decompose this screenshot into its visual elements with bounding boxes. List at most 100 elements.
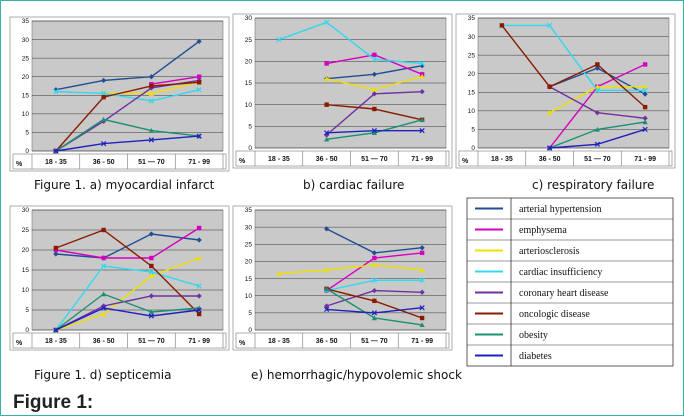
- caption-c: c) respiratory failure: [532, 178, 654, 192]
- y-unit-label: %: [462, 158, 469, 165]
- y-tick-label: 0: [248, 145, 252, 152]
- data-point: [371, 130, 377, 136]
- legend-label: arterial hypertension: [519, 204, 601, 215]
- data-point: [196, 255, 202, 261]
- data-point: [324, 76, 330, 81]
- series-diabetes: [547, 126, 648, 151]
- data-point: [196, 237, 202, 243]
- caption-b: b) cardiac failure: [303, 178, 404, 192]
- series-obesity: [324, 117, 425, 142]
- data-point: [196, 293, 202, 299]
- x-category-label: 18 - 35: [491, 156, 513, 163]
- legend-item-arterial-hypertension: arterial hypertension: [475, 204, 601, 215]
- x-category-label: 18 - 35: [45, 338, 67, 345]
- series-arteriosclerosis: [547, 84, 648, 115]
- data-point: [101, 255, 106, 261]
- data-point: [642, 87, 648, 94]
- data-point: [324, 226, 330, 232]
- y-unit-label: %: [239, 158, 246, 165]
- legend-label: oncologic disease: [519, 309, 590, 320]
- category-table: [12, 153, 227, 170]
- y-tick-label: 25: [468, 52, 476, 59]
- data-point: [324, 136, 330, 142]
- data-point: [419, 73, 425, 79]
- legend-item-arteriosclerosis: arteriosclerosis: [467, 239, 673, 257]
- data-point: [149, 83, 154, 89]
- data-point: [642, 119, 648, 125]
- data-point: [149, 263, 154, 269]
- data-point: [324, 267, 330, 273]
- legend-label: diabetes: [519, 351, 552, 362]
- legend-label: cardiac insufficiency: [519, 267, 602, 278]
- data-point: [196, 87, 202, 93]
- data-point: [324, 286, 330, 292]
- data-point: [419, 305, 425, 311]
- data-point: [547, 22, 553, 29]
- y-tick-label: 30: [245, 15, 253, 22]
- data-point: [196, 80, 202, 85]
- series-diabetes: [324, 305, 425, 316]
- series-line: [55, 233, 200, 259]
- chart-respiratory-failure: 0 5 10 15 20 25 30 35 18 - 35 36 - 50 51 — 70 71 - …: [455, 13, 676, 169]
- x-category-label: 36 - 50: [316, 338, 338, 345]
- y-tick-label: 10: [245, 293, 253, 300]
- data-point: [419, 117, 425, 123]
- data-point: [324, 61, 329, 66]
- chart-cardiac-failure: 0 5 10 15 20 25 30 18 - 35 36 - 50 51 — 70 71 - 99…: [232, 13, 453, 169]
- y-tick-label: 10: [245, 102, 253, 109]
- y-tick-label: 15: [22, 92, 30, 99]
- legend-label: emphysema: [519, 225, 567, 236]
- data-point: [148, 309, 154, 315]
- data-point: [53, 88, 59, 95]
- data-point: [642, 84, 648, 89]
- y-tick-label: 25: [245, 241, 253, 248]
- data-point: [419, 89, 425, 95]
- y-tick-label: 5: [248, 124, 252, 131]
- chart-hemorrhagic-shock: 0 5 10 15 20 25 30 35 18 - 35 36 - 50 51 — 70 71 - …: [232, 205, 453, 351]
- data-point: [196, 283, 202, 289]
- data-point: [324, 19, 330, 25]
- x-category-label: 51 — 70: [138, 338, 165, 345]
- series-oncologic-disease: [53, 227, 202, 317]
- series-coronary-heart-disease: [324, 89, 425, 138]
- series-line: [55, 81, 200, 152]
- series-line: [55, 295, 200, 331]
- series-line: [151, 76, 200, 85]
- data-point: [419, 267, 425, 273]
- series-line: [55, 257, 200, 331]
- series-line: [501, 24, 646, 92]
- data-point: [419, 277, 425, 283]
- y-tick-label: 30: [245, 224, 253, 231]
- data-point: [594, 110, 600, 116]
- y-tick-label: 0: [471, 145, 475, 152]
- legend-item-oncologic-disease: oncologic disease: [467, 302, 673, 320]
- data-point: [372, 106, 377, 112]
- data-point: [372, 255, 377, 261]
- data-point: [371, 287, 377, 294]
- data-point: [148, 231, 154, 237]
- data-point: [371, 56, 377, 62]
- series-arteriosclerosis: [324, 73, 425, 92]
- data-point: [148, 90, 154, 96]
- data-point: [371, 277, 377, 283]
- series-line: [55, 89, 200, 102]
- y-tick-label: 0: [25, 327, 29, 334]
- series-line: [55, 265, 200, 331]
- series-cardiac-insufficiency: [276, 19, 425, 67]
- data-point: [101, 263, 107, 269]
- legend-item-emphysema: emphysema: [467, 218, 673, 236]
- x-category-label: 18 - 35: [45, 159, 67, 166]
- chart-septicemia: 0 5 10 15 20 25 30 18 - 35 36 - 50 51 — 70 71 - 99…: [9, 205, 230, 351]
- data-point: [101, 291, 107, 297]
- series-line: [55, 118, 200, 152]
- data-point: [371, 128, 377, 134]
- figure-title: Figure 1:: [13, 392, 93, 413]
- data-point: [594, 141, 600, 147]
- x-category-label: 36 - 50: [316, 156, 338, 163]
- y-tick-label: 30: [22, 207, 30, 214]
- data-point: [276, 37, 282, 43]
- data-point: [594, 126, 600, 132]
- data-point: [642, 62, 648, 67]
- data-point: [148, 269, 154, 275]
- y-tick-label: 5: [25, 307, 29, 314]
